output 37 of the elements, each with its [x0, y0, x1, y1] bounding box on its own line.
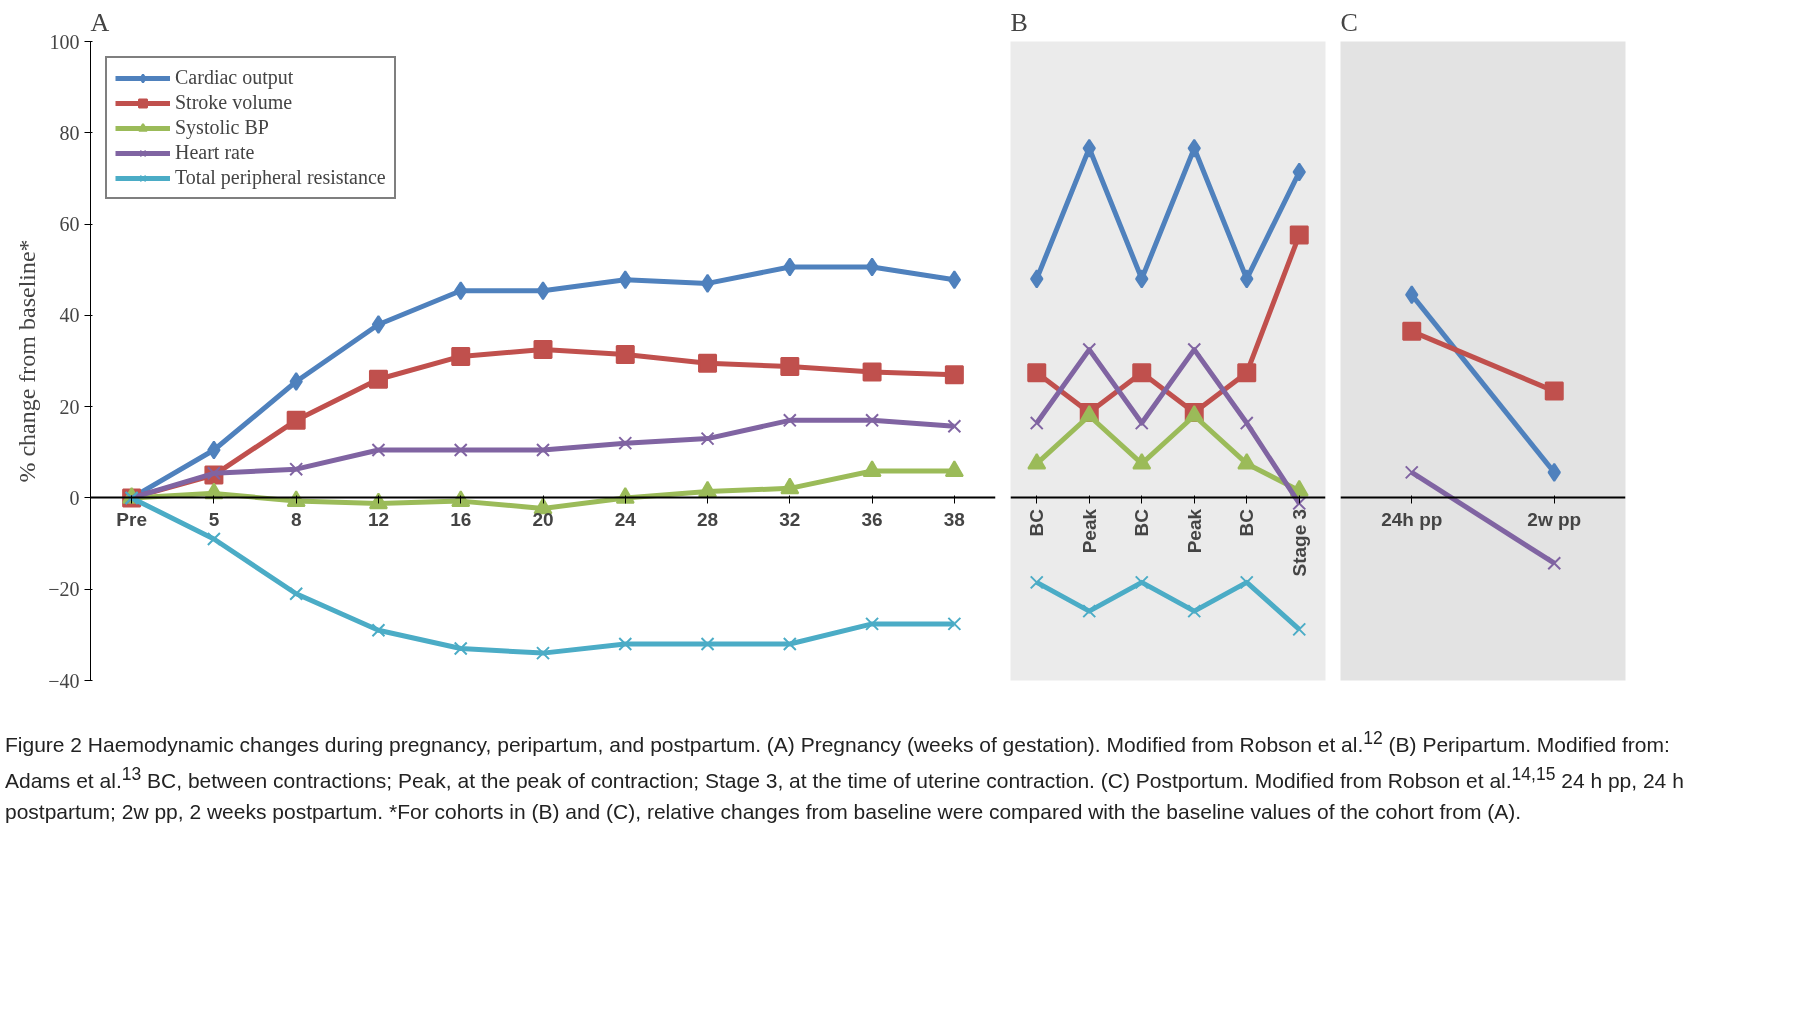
x-tick-label: Peak — [1183, 508, 1205, 554]
x-tick-label: Stage 3 — [1288, 508, 1310, 577]
chart-title: C — [1340, 7, 1358, 37]
y-tick-label: 20 — [59, 395, 80, 418]
x-tick-label: 20 — [532, 508, 554, 530]
legend-label: Total peripheral resistance — [175, 166, 386, 189]
x-tick-label: 5 — [208, 508, 220, 530]
y-tick-label: −40 — [48, 669, 80, 692]
legend-label: Heart rate — [175, 141, 255, 164]
x-tick-label: 2w pp — [1527, 508, 1582, 530]
y-tick-label: 60 — [59, 213, 80, 236]
x-tick-label: Peak — [1078, 508, 1100, 554]
x-tick-label: 28 — [696, 508, 719, 530]
x-tick-label: BC — [1131, 508, 1153, 537]
x-tick-label: 36 — [861, 508, 883, 530]
text: Figure 2 Haemodynamic changes during pregnancy, peripartum, and postpartum. (A) Pregnancy (weeks of gestation). Modified from Robson et al.$^{12}$ (B) Peripartum. Modified from: Adams et al.$^{13}$ BC, between contractions; Peak, at the peak of contraction; Stage 3, at the time of uterine contraction. (C) Postportum. Modified from Robson et al.$^{14,15}$ 24 h pp, 24 h postpartum; 2w pp, 2 weeks postpartum. *For cohorts in (B) and (C), relative changes from baseline were compared with the baseline values of the cohort from (A). — [5, 728, 1684, 823]
x-tick-label: 12 — [367, 508, 390, 530]
chart-title: A — [90, 7, 110, 37]
x-tick-label: 24 — [614, 508, 637, 530]
x-tick-label: BC — [1026, 508, 1048, 537]
x-tick-label: 24h pp — [1381, 508, 1443, 530]
x-tick-label: 32 — [779, 508, 801, 530]
legend-label: Stroke volume — [175, 91, 293, 114]
x-tick-label: Pre — [116, 508, 147, 530]
x-tick-label: BC — [1236, 508, 1258, 537]
legend-label: Cardiac output — [175, 66, 294, 89]
y-tick-label: 0 — [69, 486, 80, 509]
y-tick-label: −20 — [48, 578, 80, 601]
y-axis-title: % change from baseline* — [14, 239, 41, 483]
y-tick-label: 40 — [59, 304, 80, 327]
y-tick-label: 80 — [59, 121, 80, 144]
x-tick-label: 38 — [943, 508, 965, 530]
x-tick-label: 16 — [450, 508, 472, 530]
chart-title: B — [1010, 7, 1028, 37]
legend-label: Systolic BP — [175, 116, 269, 139]
y-tick-label: 100 — [49, 30, 80, 53]
x-tick-label: 8 — [290, 508, 302, 530]
